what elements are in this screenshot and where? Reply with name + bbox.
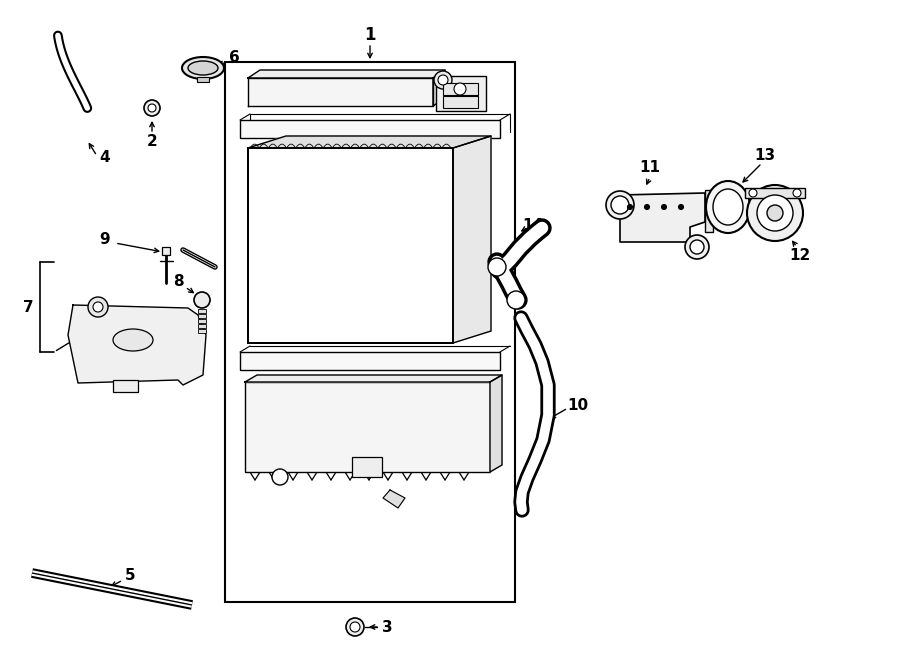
Bar (443, 96, 478, 108)
Ellipse shape (188, 61, 218, 75)
Bar (225, 62, 515, 602)
Polygon shape (383, 490, 405, 508)
Circle shape (679, 204, 683, 210)
Circle shape (272, 469, 288, 485)
Polygon shape (68, 305, 206, 385)
Text: 9: 9 (100, 233, 111, 247)
Bar (352, 457, 382, 477)
Circle shape (93, 302, 103, 312)
Text: 14: 14 (522, 217, 544, 233)
Bar (240, 120, 500, 138)
Bar (443, 83, 478, 95)
Circle shape (606, 191, 634, 219)
Text: 11: 11 (640, 161, 661, 176)
Polygon shape (620, 193, 705, 242)
Circle shape (346, 618, 364, 636)
Bar (245, 382, 490, 472)
Circle shape (747, 185, 803, 241)
Ellipse shape (713, 189, 743, 225)
Text: 8: 8 (173, 274, 184, 290)
Bar (198, 319, 206, 323)
Bar (745, 188, 805, 198)
Bar (198, 309, 206, 313)
Bar (705, 190, 713, 232)
Polygon shape (248, 78, 433, 106)
Ellipse shape (706, 181, 750, 233)
Circle shape (767, 205, 783, 221)
Bar (198, 314, 206, 318)
Ellipse shape (182, 57, 224, 79)
Text: 5: 5 (125, 568, 135, 582)
Text: 12: 12 (789, 247, 811, 262)
Circle shape (148, 104, 156, 112)
Bar (436, 76, 486, 111)
Circle shape (350, 622, 360, 632)
Circle shape (454, 83, 466, 95)
Text: 2: 2 (147, 134, 158, 149)
Text: 7: 7 (22, 299, 33, 315)
Circle shape (438, 75, 448, 85)
Ellipse shape (113, 329, 153, 351)
Bar (197, 77, 209, 82)
Text: 3: 3 (382, 619, 392, 635)
Text: 6: 6 (229, 50, 239, 65)
Text: 13: 13 (754, 147, 776, 163)
Bar (198, 329, 206, 333)
Bar (240, 352, 500, 370)
Polygon shape (433, 70, 445, 106)
Circle shape (434, 71, 452, 89)
Circle shape (488, 258, 506, 276)
Circle shape (194, 292, 210, 308)
Text: 1: 1 (364, 26, 376, 44)
Circle shape (757, 195, 793, 231)
Circle shape (690, 240, 704, 254)
Circle shape (144, 100, 160, 116)
Circle shape (793, 189, 801, 197)
Circle shape (88, 297, 108, 317)
Circle shape (627, 204, 633, 210)
Bar (248, 148, 453, 343)
Bar (198, 324, 206, 328)
Text: 10: 10 (567, 397, 589, 412)
Polygon shape (490, 375, 502, 472)
Circle shape (507, 291, 525, 309)
Polygon shape (248, 136, 491, 148)
Bar (113, 380, 138, 392)
Polygon shape (248, 70, 445, 78)
Circle shape (749, 189, 757, 197)
Bar (162, 247, 170, 255)
Text: 4: 4 (100, 151, 111, 165)
Polygon shape (453, 136, 491, 343)
Circle shape (644, 204, 650, 210)
Circle shape (611, 196, 629, 214)
Polygon shape (245, 375, 502, 382)
Circle shape (662, 204, 667, 210)
Circle shape (685, 235, 709, 259)
Bar (248, 148, 453, 343)
